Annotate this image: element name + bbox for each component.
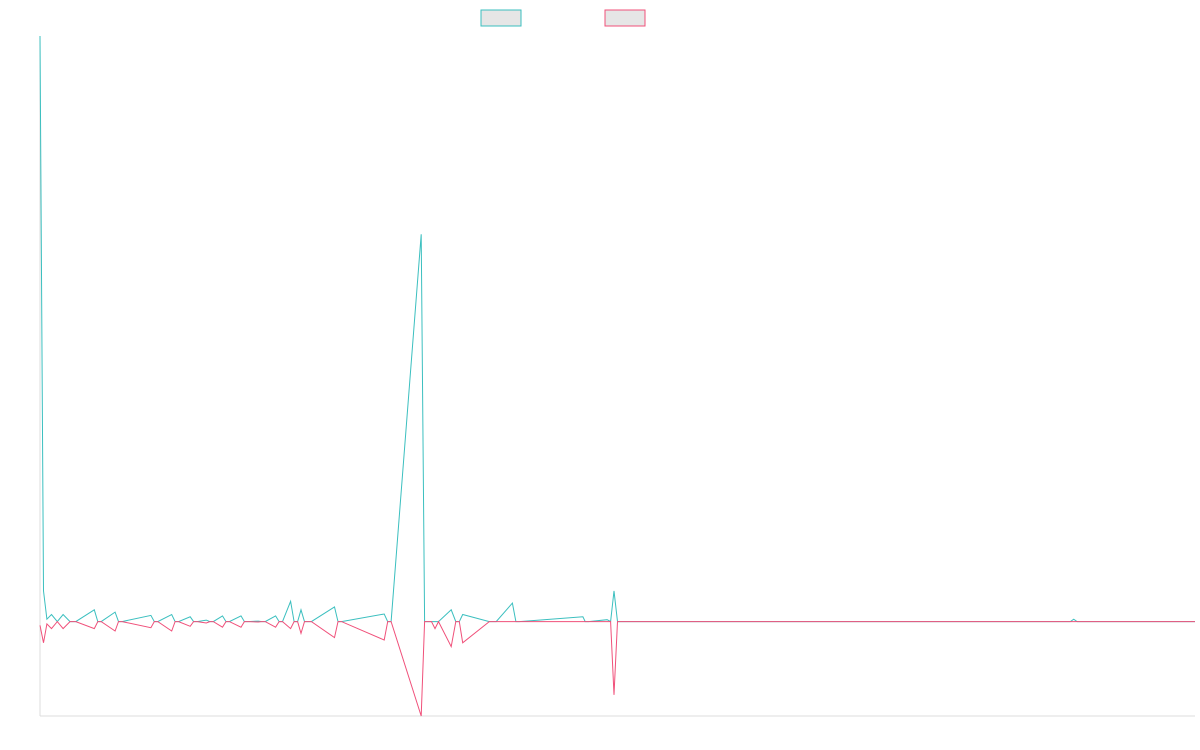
series-line-1: [39, 35, 1195, 623]
series-group: [39, 35, 1195, 717]
legend-swatch-series-1[interactable]: [480, 9, 522, 27]
series-line-2: [39, 620, 1195, 717]
legend-swatch-series-2[interactable]: [604, 9, 646, 27]
legend[interactable]: [480, 9, 646, 27]
axes: [39, 36, 1195, 717]
